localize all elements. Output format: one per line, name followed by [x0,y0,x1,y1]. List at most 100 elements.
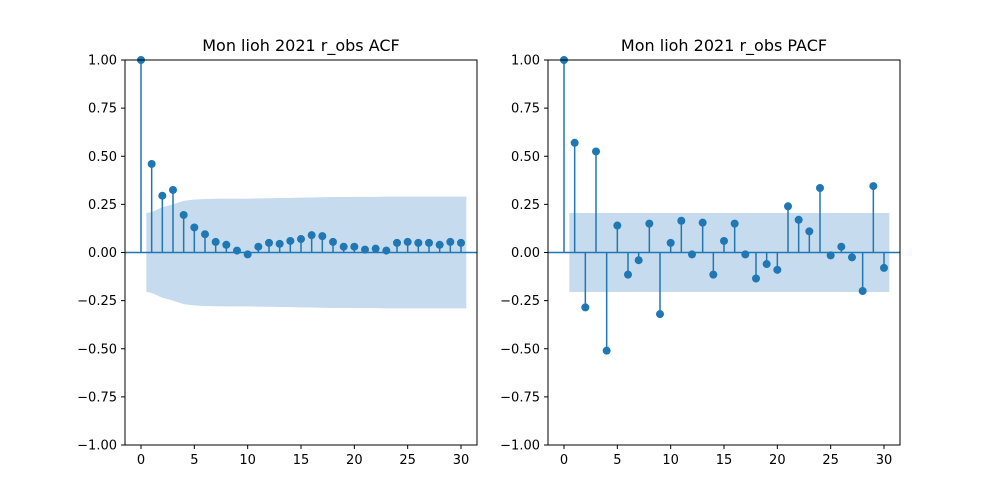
pacf-point-lag-21 [784,202,792,211]
pacf-y-tick-label: 0.00 [511,246,540,261]
pacf-y-ticks: −1.00 −0.75 −0.50 −0.25 0.00 0.25 0.50 0.75 1.00 [500,54,548,454]
pacf-x-ticks: 0 5 10 15 20 25 30 [560,445,892,468]
acf-y-ticks: −1.00 −0.75 −0.50 −0.25 0.00 0.25 0.50 0.75 1.00 [77,54,125,454]
acf-x-tick-label: 5 [190,453,198,468]
acf-axes-frame [124,59,478,446]
acf-point-lag-27 [425,238,433,247]
acf-point-lag-12 [265,238,273,247]
acf-point-lag-5 [190,223,199,232]
acf-x-ticks: 0 5 10 15 20 25 30 [137,445,469,468]
pacf-point-lag-27 [848,253,856,262]
acf-y-tick-label: −0.25 [77,294,117,309]
acf-point-lag-10 [243,250,252,259]
acf-y-tick-label: −0.75 [77,390,117,405]
acf-y-tick-label: 0.00 [88,246,117,261]
acf-point-lag-8 [222,240,231,249]
acf-x-tick-label: 15 [293,453,310,468]
pacf-point-lag-29 [869,182,878,191]
acf-point-lag-2 [158,191,167,200]
pacf-x-tick-label: 10 [662,453,679,468]
pacf-y-tick-label: −0.50 [500,342,540,357]
pacf-point-lag-17 [741,250,750,259]
acf-y-tick-label: 0.75 [88,102,117,117]
acf-point-lag-21 [361,245,369,254]
pacf-y-tick-label: 0.50 [511,150,540,165]
acf-y-tick-label: 1.00 [88,54,117,69]
acf-y-tick-label: 0.50 [88,150,117,165]
pacf-x-tick-label: 15 [716,453,733,468]
pacf-panel: Mon lioh 2021 r_obs PACF 0 5 10 15 20 25 30 −1… [500,36,901,468]
acf-point-lag-29 [446,237,455,246]
pacf-point-lag-25 [826,251,835,260]
pacf-stems [560,56,888,355]
pacf-axes-frame [547,59,901,446]
acf-point-lag-22 [371,244,380,253]
pacf-point-lag-8 [645,219,654,228]
pacf-y-tick-label: −0.75 [500,390,540,405]
pacf-point-lag-4 [602,346,611,355]
pacf-point-lag-23 [805,227,814,236]
acf-y-tick-label: −1.00 [77,439,117,454]
acf-title: Mon lioh 2021 r_obs ACF [202,36,400,56]
pacf-point-lag-22 [794,215,803,224]
acf-point-lag-6 [201,230,209,239]
pacf-x-tick-label: 30 [876,453,893,468]
acf-point-lag-19 [339,242,348,251]
acf-y-tick-label: 0.25 [88,198,117,213]
acf-point-lag-16 [307,231,316,240]
pacf-x-tick-label: 20 [769,453,786,468]
pacf-point-lag-14 [709,270,718,279]
acf-point-lag-24 [393,238,401,247]
acf-point-lag-3 [169,185,177,194]
pacf-point-lag-9 [656,310,664,319]
acf-x-tick-label: 20 [346,453,363,468]
acf-x-tick-label: 30 [453,453,470,468]
pacf-point-lag-18 [752,274,760,283]
acf-point-lag-23 [382,246,391,255]
pacf-point-lag-7 [634,256,643,265]
acf-point-lag-28 [435,240,444,249]
pacf-point-lag-12 [688,250,696,259]
acf-point-lag-11 [254,242,263,251]
pacf-x-tick-label: 0 [560,453,568,468]
pacf-point-lag-15 [720,236,728,245]
acf-stems [137,56,465,259]
acf-point-lag-13 [275,239,284,248]
acf-point-lag-25 [403,237,412,246]
pacf-point-lag-2 [581,303,590,312]
pacf-point-lag-20 [773,265,782,274]
pacf-x-tick-label: 5 [613,453,621,468]
acf-point-lag-7 [211,237,220,246]
pacf-point-lag-30 [880,263,888,272]
pacf-point-lag-10 [666,238,675,247]
acf-point-lag-4 [179,210,188,219]
pacf-y-tick-label: 0.75 [511,102,540,117]
pacf-x-tick-label: 25 [822,453,839,468]
pacf-point-lag-24 [816,184,824,193]
pacf-point-lag-11 [677,216,686,225]
pacf-point-lag-1 [570,138,579,147]
pacf-y-tick-label: −1.00 [500,439,540,454]
acf-panel: Mon lioh 2021 r_obs ACF 0 5 10 15 20 25 30 −1.… [77,36,478,468]
acf-point-lag-26 [414,238,423,247]
acf-point-lag-15 [297,235,305,244]
acf-x-tick-label: 0 [137,453,145,468]
pacf-point-lag-3 [592,147,600,156]
acf-point-lag-9 [233,246,241,255]
pacf-y-tick-label: 0.25 [511,198,540,213]
pacf-y-tick-label: −0.25 [500,294,540,309]
pacf-point-lag-28 [858,287,867,295]
pacf-title: Mon lioh 2021 r_obs PACF [621,36,827,56]
acf-x-tick-label: 10 [239,453,256,468]
pacf-point-lag-5 [613,221,622,230]
pacf-point-lag-19 [762,260,771,269]
acf-point-lag-18 [329,237,337,246]
pacf-point-lag-6 [624,270,632,279]
acf-point-lag-20 [350,242,359,251]
acf-point-lag-17 [318,232,327,241]
acf-point-lag-1 [147,159,156,168]
acf-x-tick-label: 25 [399,453,416,468]
pacf-y-tick-label: 1.00 [511,54,540,69]
acf-y-tick-label: −0.50 [77,342,117,357]
